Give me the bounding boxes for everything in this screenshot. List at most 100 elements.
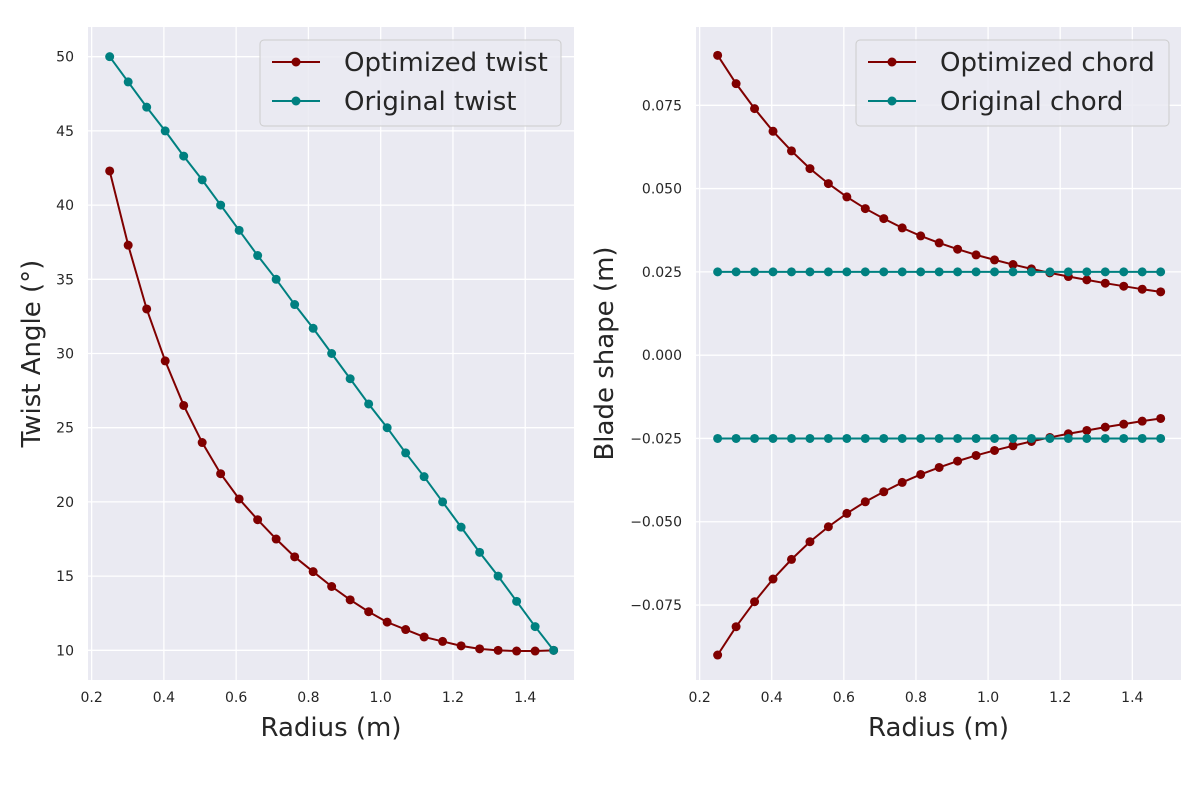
- data-point: [805, 537, 815, 547]
- data-point: [216, 200, 226, 210]
- x-tick-label: 0.8: [297, 690, 319, 706]
- legend-marker: [291, 57, 301, 67]
- data-point: [879, 433, 889, 443]
- data-point: [179, 400, 189, 410]
- data-point: [786, 433, 796, 443]
- data-point: [768, 574, 778, 584]
- data-point: [990, 445, 1000, 455]
- chart-panel-1: 0.2 0.4 0.6 0.8 1.0 1.2 1.4 10 15 20 25 30 35 40 45 50 R…: [17, 27, 574, 743]
- x-axis-label: Radius (m): [868, 713, 1009, 743]
- legend-box: [259, 39, 562, 127]
- data-point: [953, 267, 963, 277]
- data-point: [953, 433, 963, 443]
- data-point: [860, 497, 870, 507]
- data-point: [1137, 433, 1147, 443]
- x-axis-label: Radius (m): [260, 713, 401, 743]
- data-point: [253, 251, 263, 261]
- y-tick-label: 10: [56, 643, 74, 659]
- data-point: [438, 636, 448, 646]
- legend-entry: Original chord: [940, 87, 1123, 117]
- data-point: [750, 433, 760, 443]
- data-point: [142, 304, 152, 314]
- data-point: [1119, 267, 1129, 277]
- legend: Optimized chord Original chord: [855, 39, 1170, 127]
- data-point: [786, 267, 796, 277]
- data-point: [897, 267, 907, 277]
- data-point: [768, 433, 778, 443]
- data-point: [512, 596, 522, 606]
- data-point: [990, 255, 1000, 265]
- data-point: [990, 433, 1000, 443]
- data-point: [971, 267, 981, 277]
- data-point: [419, 472, 429, 482]
- data-point: [786, 146, 796, 156]
- data-point: [842, 508, 852, 518]
- data-point: [768, 126, 778, 136]
- data-point: [456, 522, 466, 532]
- data-point: [271, 534, 281, 544]
- data-point: [327, 582, 337, 592]
- y-tick-label: 0.075: [642, 98, 682, 114]
- data-point: [1156, 433, 1166, 443]
- data-point: [105, 52, 115, 62]
- data-point: [953, 244, 963, 254]
- data-point: [1026, 433, 1036, 443]
- data-point: [1008, 441, 1018, 451]
- y-tick-label: 40: [56, 198, 74, 214]
- data-point: [1082, 267, 1092, 277]
- data-point: [1008, 267, 1018, 277]
- data-point: [1100, 422, 1110, 432]
- y-tick-label: 0.000: [642, 348, 682, 364]
- data-point: [731, 433, 741, 443]
- data-point: [823, 267, 833, 277]
- data-point: [713, 267, 723, 277]
- data-point: [916, 469, 926, 479]
- data-point: [860, 267, 870, 277]
- data-point: [364, 399, 374, 409]
- data-point: [786, 554, 796, 564]
- data-point: [860, 204, 870, 214]
- y-tick-label: 0.025: [642, 265, 682, 281]
- data-point: [493, 645, 503, 655]
- data-point: [713, 433, 723, 443]
- x-tick-label: 0.6: [833, 690, 855, 706]
- data-point: [123, 240, 133, 250]
- y-tick-label: −0.025: [630, 431, 682, 447]
- data-point: [897, 477, 907, 487]
- y-tick-label: −0.075: [630, 598, 682, 614]
- x-tick-label: 0.8: [905, 690, 927, 706]
- data-point: [1082, 425, 1092, 435]
- x-tick-label: 1.2: [442, 690, 464, 706]
- data-point: [897, 433, 907, 443]
- legend-marker: [887, 96, 897, 106]
- data-point: [530, 646, 540, 656]
- y-tick-label: 50: [56, 50, 74, 66]
- data-point: [234, 225, 244, 235]
- data-point: [197, 175, 207, 185]
- legend-box: [855, 39, 1170, 127]
- data-point: [805, 164, 815, 174]
- data-point: [731, 267, 741, 277]
- data-point: [713, 50, 723, 60]
- x-tick-label: 0.2: [80, 690, 102, 706]
- data-point: [934, 267, 944, 277]
- data-point: [1156, 413, 1166, 423]
- data-point: [823, 433, 833, 443]
- data-point: [549, 645, 559, 655]
- data-point: [308, 567, 318, 577]
- y-tick-label: 35: [56, 272, 74, 288]
- x-tick-label: 1.0: [977, 690, 999, 706]
- data-point: [731, 622, 741, 632]
- legend-marker: [887, 57, 897, 67]
- legend-entry: Original twist: [344, 87, 516, 117]
- data-point: [271, 274, 281, 284]
- data-point: [290, 300, 300, 310]
- data-point: [253, 515, 263, 525]
- data-point: [512, 646, 522, 656]
- data-point: [1008, 260, 1018, 270]
- data-point: [916, 231, 926, 241]
- data-point: [805, 267, 815, 277]
- series-original-twist: [105, 52, 559, 655]
- y-tick-label: 45: [56, 124, 74, 140]
